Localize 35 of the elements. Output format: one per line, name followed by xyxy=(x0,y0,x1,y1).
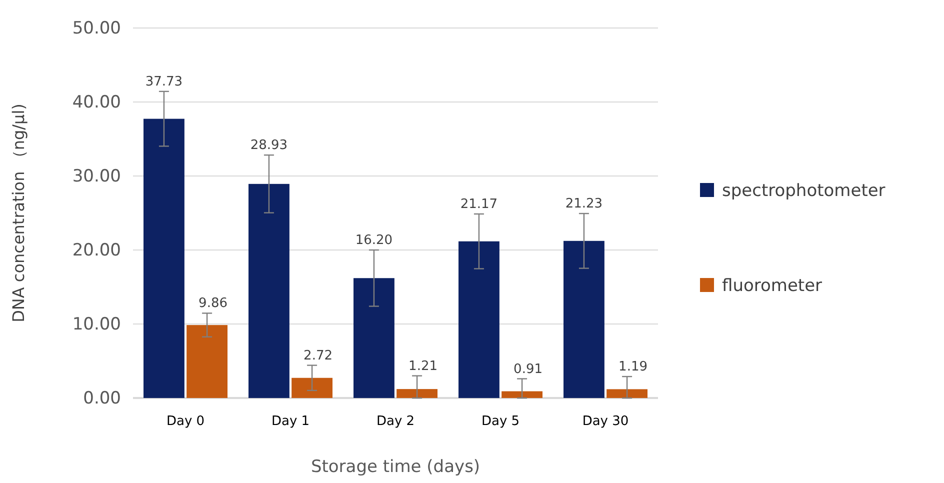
legend-label: spectrophotometer xyxy=(722,181,886,201)
legend-label: fluorometer xyxy=(722,276,822,296)
x-tick-label: Day 1 xyxy=(271,414,310,430)
data-label: 9.86 xyxy=(198,296,228,312)
bar xyxy=(458,241,500,398)
y-tick-label: 30.00 xyxy=(72,166,121,186)
x-tick-label: Day 30 xyxy=(582,414,629,430)
y-tick-label: 40.00 xyxy=(72,92,121,112)
y-axis-title: DNA concentration （ng/µl) xyxy=(9,104,28,322)
bar xyxy=(248,184,290,398)
x-tick-label: Day 5 xyxy=(481,414,520,430)
data-label: 37.73 xyxy=(145,74,183,90)
bar xyxy=(502,391,542,398)
bar xyxy=(292,378,332,398)
bar xyxy=(354,278,394,398)
bar xyxy=(186,325,228,398)
bar xyxy=(144,118,184,398)
x-tick-label: Day 0 xyxy=(166,414,205,430)
data-label: 2.72 xyxy=(304,348,333,364)
data-label: 16.20 xyxy=(355,233,393,248)
x-axis-title: Storage time (days) xyxy=(310,457,480,477)
bar xyxy=(564,240,604,398)
y-tick-label: 20.00 xyxy=(72,240,121,260)
y-tick-label: 10.00 xyxy=(72,314,121,334)
bar xyxy=(396,389,438,398)
data-label: 1.19 xyxy=(618,360,648,375)
data-label: 28.93 xyxy=(250,138,288,154)
bar xyxy=(606,389,648,398)
y-tick-label: 0.00 xyxy=(83,388,121,408)
data-label: 0.91 xyxy=(514,362,543,377)
y-tick-label: 50.00 xyxy=(72,18,121,38)
x-tick-label: Day 2 xyxy=(376,414,415,430)
data-label: 1.21 xyxy=(408,358,438,374)
data-label: 21.23 xyxy=(565,196,603,212)
data-label: 21.17 xyxy=(460,196,498,212)
